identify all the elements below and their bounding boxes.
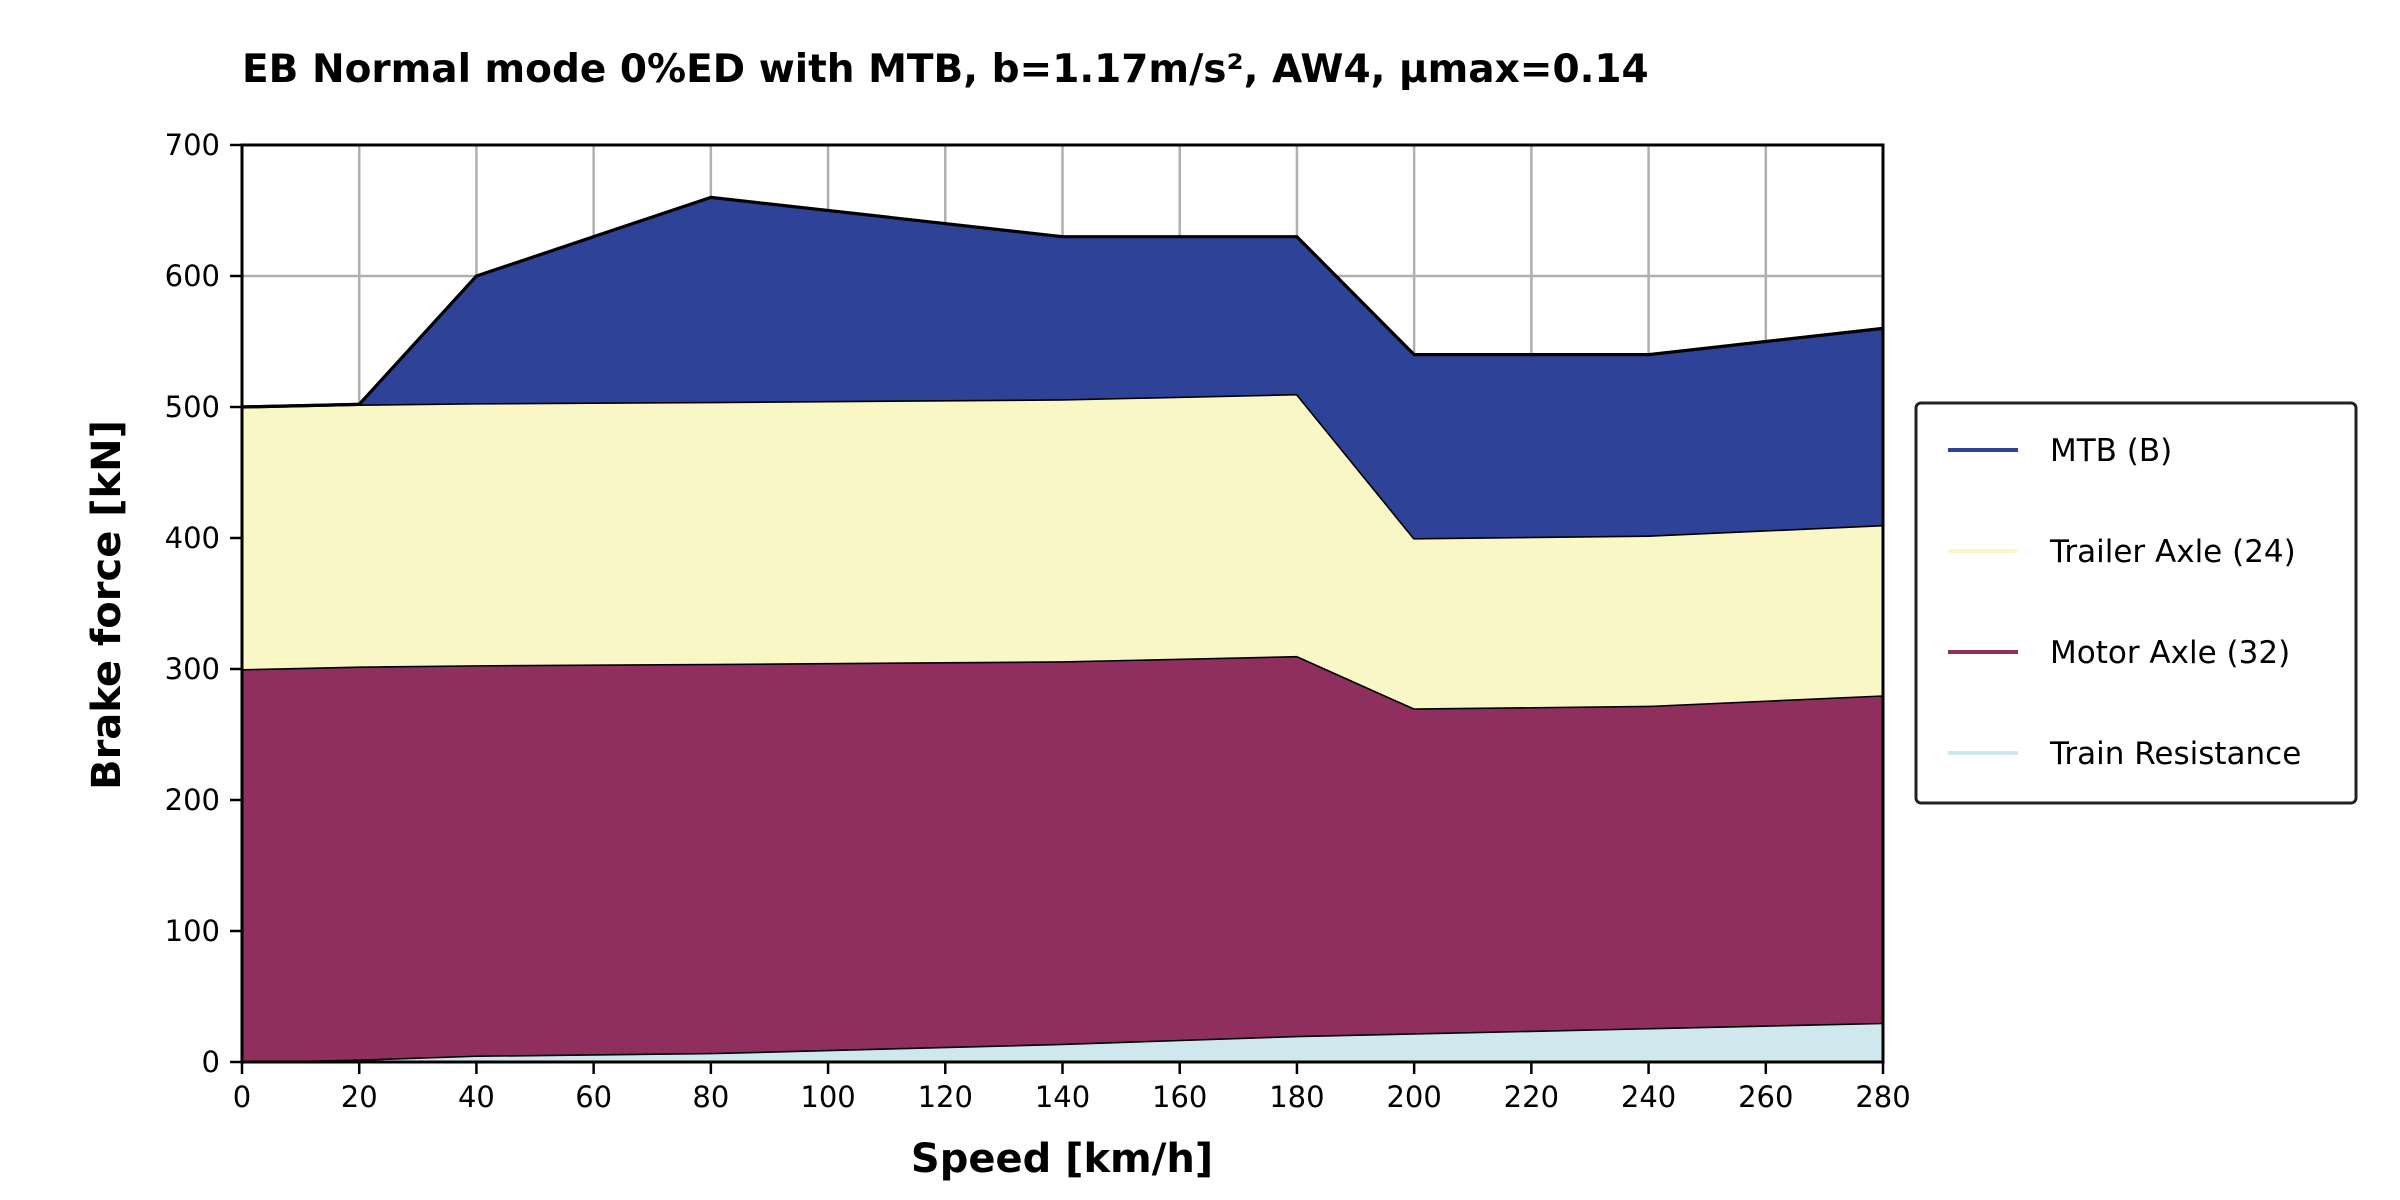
y-axis-title: Brake force [kN] (84, 420, 130, 790)
x-tick-label: 220 (1504, 1080, 1559, 1114)
x-tick-label: 100 (800, 1080, 855, 1114)
x-tick-label: 260 (1738, 1080, 1793, 1114)
boundary-mtb-b (241, 195, 1884, 409)
x-tick-label: 0 (233, 1080, 251, 1114)
area-mtb-b (242, 197, 1883, 538)
area-motor-axle-32 (242, 655, 1883, 1062)
x-tick-label: 240 (1621, 1080, 1676, 1114)
x-tick-label: 120 (918, 1080, 973, 1114)
x-tick-label: 40 (458, 1080, 495, 1114)
x-tick-label: 60 (575, 1080, 612, 1114)
x-tick-label: 20 (341, 1080, 378, 1114)
y-tick-label: 400 (165, 521, 220, 555)
legend-label-mtb-b: MTB (B) (2050, 433, 2172, 469)
legend-label-motor-axle-32: Motor Axle (32) (2050, 635, 2290, 671)
chart-title: EB Normal mode 0%ED with MTB, b=1.17m/s²… (242, 47, 1649, 92)
x-axis-title: Speed [km/h] (911, 1136, 1213, 1182)
legend: MTB (B) Trailer Axle (24) Motor Axle (32) T… (1914, 401, 2358, 805)
legend-label-trailer-axle-24: Trailer Axle (24) (2049, 534, 2296, 570)
y-tick-label: 500 (165, 390, 220, 424)
y-tick-label: 700 (165, 128, 220, 162)
legend-box (1914, 401, 2358, 805)
y-tick-label: 300 (165, 652, 220, 686)
legend-label-train-resistance: Train Resistance (2049, 736, 2301, 772)
x-tick-label: 140 (1035, 1080, 1090, 1114)
x-tick-label: 160 (1152, 1080, 1207, 1114)
x-tick-label: 80 (692, 1080, 729, 1114)
x-tick-label: 180 (1269, 1080, 1324, 1114)
y-tick-label: 100 (165, 914, 220, 948)
y-tick-label: 200 (165, 783, 220, 817)
x-tick-label: 200 (1386, 1080, 1441, 1114)
y-tick-label: 0 (202, 1045, 220, 1079)
area-trailer-axle-24 (242, 393, 1883, 709)
x-tick-label: 280 (1855, 1080, 1910, 1114)
y-tick-label: 600 (165, 259, 220, 293)
